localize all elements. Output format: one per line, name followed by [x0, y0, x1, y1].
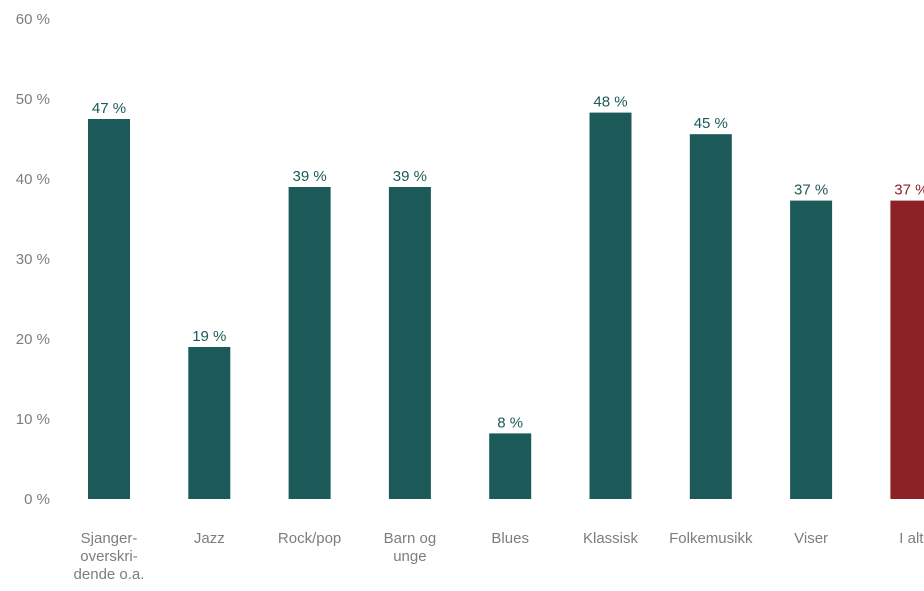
- y-tick-label: 30 %: [16, 251, 50, 268]
- category-label: Klassisk: [583, 530, 639, 547]
- bar-value-label: 37 %: [894, 182, 924, 199]
- y-tick-label: 60 %: [16, 11, 50, 28]
- category-label: Sjanger-overskri-dende o.a.: [74, 530, 145, 583]
- y-tick-label: 50 %: [16, 91, 50, 108]
- bar: [388, 187, 431, 499]
- bar: [589, 112, 632, 499]
- category-label: Blues: [491, 530, 529, 547]
- category-label-line: dende o.a.: [74, 566, 145, 583]
- bar-value-label: 19 %: [192, 328, 226, 345]
- bar: [790, 200, 833, 499]
- bar-total: [890, 200, 924, 499]
- bar-value-label: 48 %: [593, 94, 627, 111]
- category-label-line: Viser: [794, 530, 828, 547]
- y-tick-label: 10 %: [16, 411, 50, 428]
- category-label-line: Sjanger-: [81, 530, 138, 547]
- bar-value-label: 37 %: [794, 182, 828, 199]
- category-label: Jazz: [194, 530, 225, 547]
- bar-value-label: 47 %: [92, 100, 126, 117]
- bar-value-label: 39 %: [292, 168, 326, 185]
- bars-group: [88, 112, 924, 499]
- category-label-line: unge: [393, 548, 426, 565]
- bar: [489, 433, 532, 499]
- bar: [288, 187, 331, 499]
- bar-value-label: 8 %: [497, 414, 523, 431]
- category-label-line: Rock/pop: [278, 530, 341, 547]
- bar: [188, 347, 231, 499]
- category-label-line: Barn og: [384, 530, 437, 547]
- category-label: Rock/pop: [278, 530, 341, 547]
- category-label-line: Folkemusikk: [669, 530, 753, 547]
- bar-value-label: 39 %: [393, 168, 427, 185]
- category-label-line: Jazz: [194, 530, 225, 547]
- category-label-line: overskri-: [80, 548, 138, 565]
- category-label: Barn og unge: [384, 530, 437, 565]
- bar-value-label: 45 %: [694, 115, 728, 132]
- category-label: I alt: [899, 530, 924, 547]
- value-labels-group: 47 % 19 % 39 % 39 % 8 % 48 % 45 % 37 % 37 %: [92, 94, 924, 432]
- y-axis: 0 % 10 % 20 % 30 % 40 % 50 % 60 %: [16, 11, 50, 508]
- bar: [689, 134, 732, 499]
- bar: [88, 119, 130, 499]
- category-label-line: I alt: [899, 530, 924, 547]
- category-label: Viser: [794, 530, 828, 547]
- y-tick-label: 0 %: [24, 491, 50, 508]
- category-label-line: Blues: [491, 530, 529, 547]
- y-tick-label: 20 %: [16, 331, 50, 348]
- y-tick-label: 40 %: [16, 171, 50, 188]
- x-axis: Sjanger-overskri-dende o.a. Jazz Rock/pop B…: [74, 530, 924, 583]
- category-label-line: Klassisk: [583, 530, 639, 547]
- category-label: Folkemusikk: [669, 530, 753, 547]
